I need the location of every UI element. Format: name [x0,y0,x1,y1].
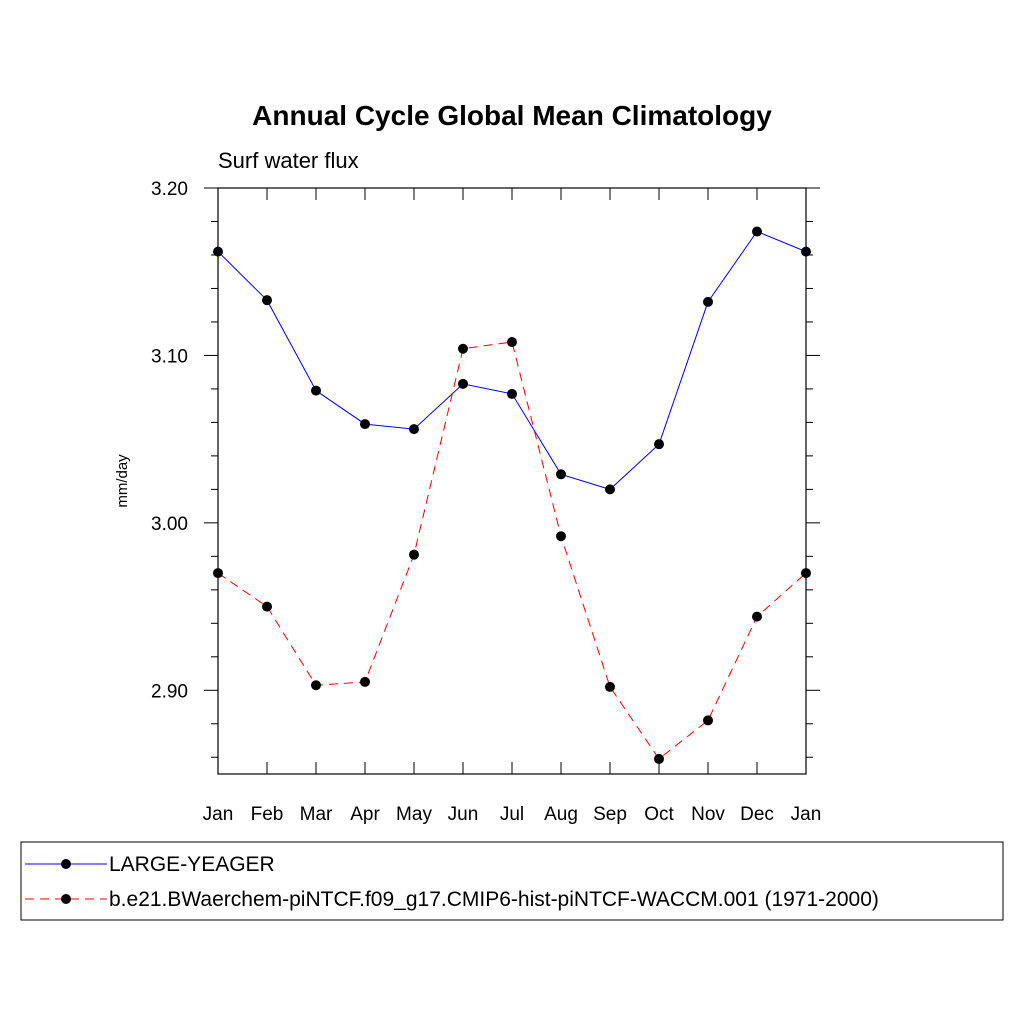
series-2-point [801,568,811,579]
plot-frame [217,187,807,775]
series-1-point [556,469,566,480]
series-2-point [458,343,468,354]
series-1-point [507,388,517,399]
series-1-point [458,378,468,389]
y-axis-label: mm/day [114,454,131,508]
legend-box [20,841,1004,921]
x-tick-label: Sep [593,804,627,825]
series-1-point [262,295,272,306]
series-1-point [409,424,419,435]
series-line-1 [217,230,807,490]
chart-title: Annual Cycle Global Mean Climatology [252,100,772,131]
chart-subtitle: Surf water flux [218,148,359,173]
x-tick-label: Dec [740,804,774,825]
x-tick-label: Jan [791,804,822,825]
x-tick-label: Jun [448,804,479,825]
series-1-point [752,226,762,237]
x-tick-label: Jul [500,804,524,825]
x-tick-label: Mar [300,804,333,825]
x-tick-label: Jan [203,804,234,825]
x-tick-label: Feb [251,804,284,825]
series-1-point [801,246,811,257]
y-tick-label: 2.90 [151,681,188,702]
x-tick-label: May [396,804,432,825]
series-1-point [703,296,713,307]
series-2-point [409,549,419,560]
y-tick-label: 3.10 [151,346,188,367]
series-2-point [556,531,566,542]
series-2-point [213,568,223,579]
legend-marker-2 [61,894,71,904]
series-2-point [703,715,713,726]
x-tick-label: Oct [644,804,674,825]
series-line-2 [217,341,807,760]
series-2-point [311,680,321,691]
legend-label-2: b.e21.BWaerchem-piNTCF.f09_g17.CMIP6-his… [109,888,879,911]
series-1-point [213,246,223,257]
x-tick-label: Apr [350,804,380,825]
series-2-point [262,601,272,612]
axis-ticks: Jan Feb Mar Apr May Jun Jul Aug Sep Oct Nov Dec Jan 2… [151,179,821,825]
series-2-point [507,337,517,348]
series-1-point [311,385,321,396]
legend-label-1: LARGE-YEAGER [109,853,275,876]
series-2-point [654,753,664,764]
series-2-point [360,676,370,687]
x-tick-label: Aug [544,804,578,825]
series-1-point [360,419,370,430]
series-2-point [605,681,615,692]
y-tick-label: 3.00 [151,514,188,535]
legend: LARGE-YEAGER b.e21.BWaerchem-piNTCF.f09_g… [25,853,879,911]
y-tick-label: 3.20 [151,179,188,200]
series-1-point [654,439,664,450]
x-tick-label: Nov [691,804,725,825]
series-1-point [605,484,615,495]
series-layer [213,226,811,764]
legend-marker-1 [61,859,71,869]
series-2-point [752,611,762,622]
